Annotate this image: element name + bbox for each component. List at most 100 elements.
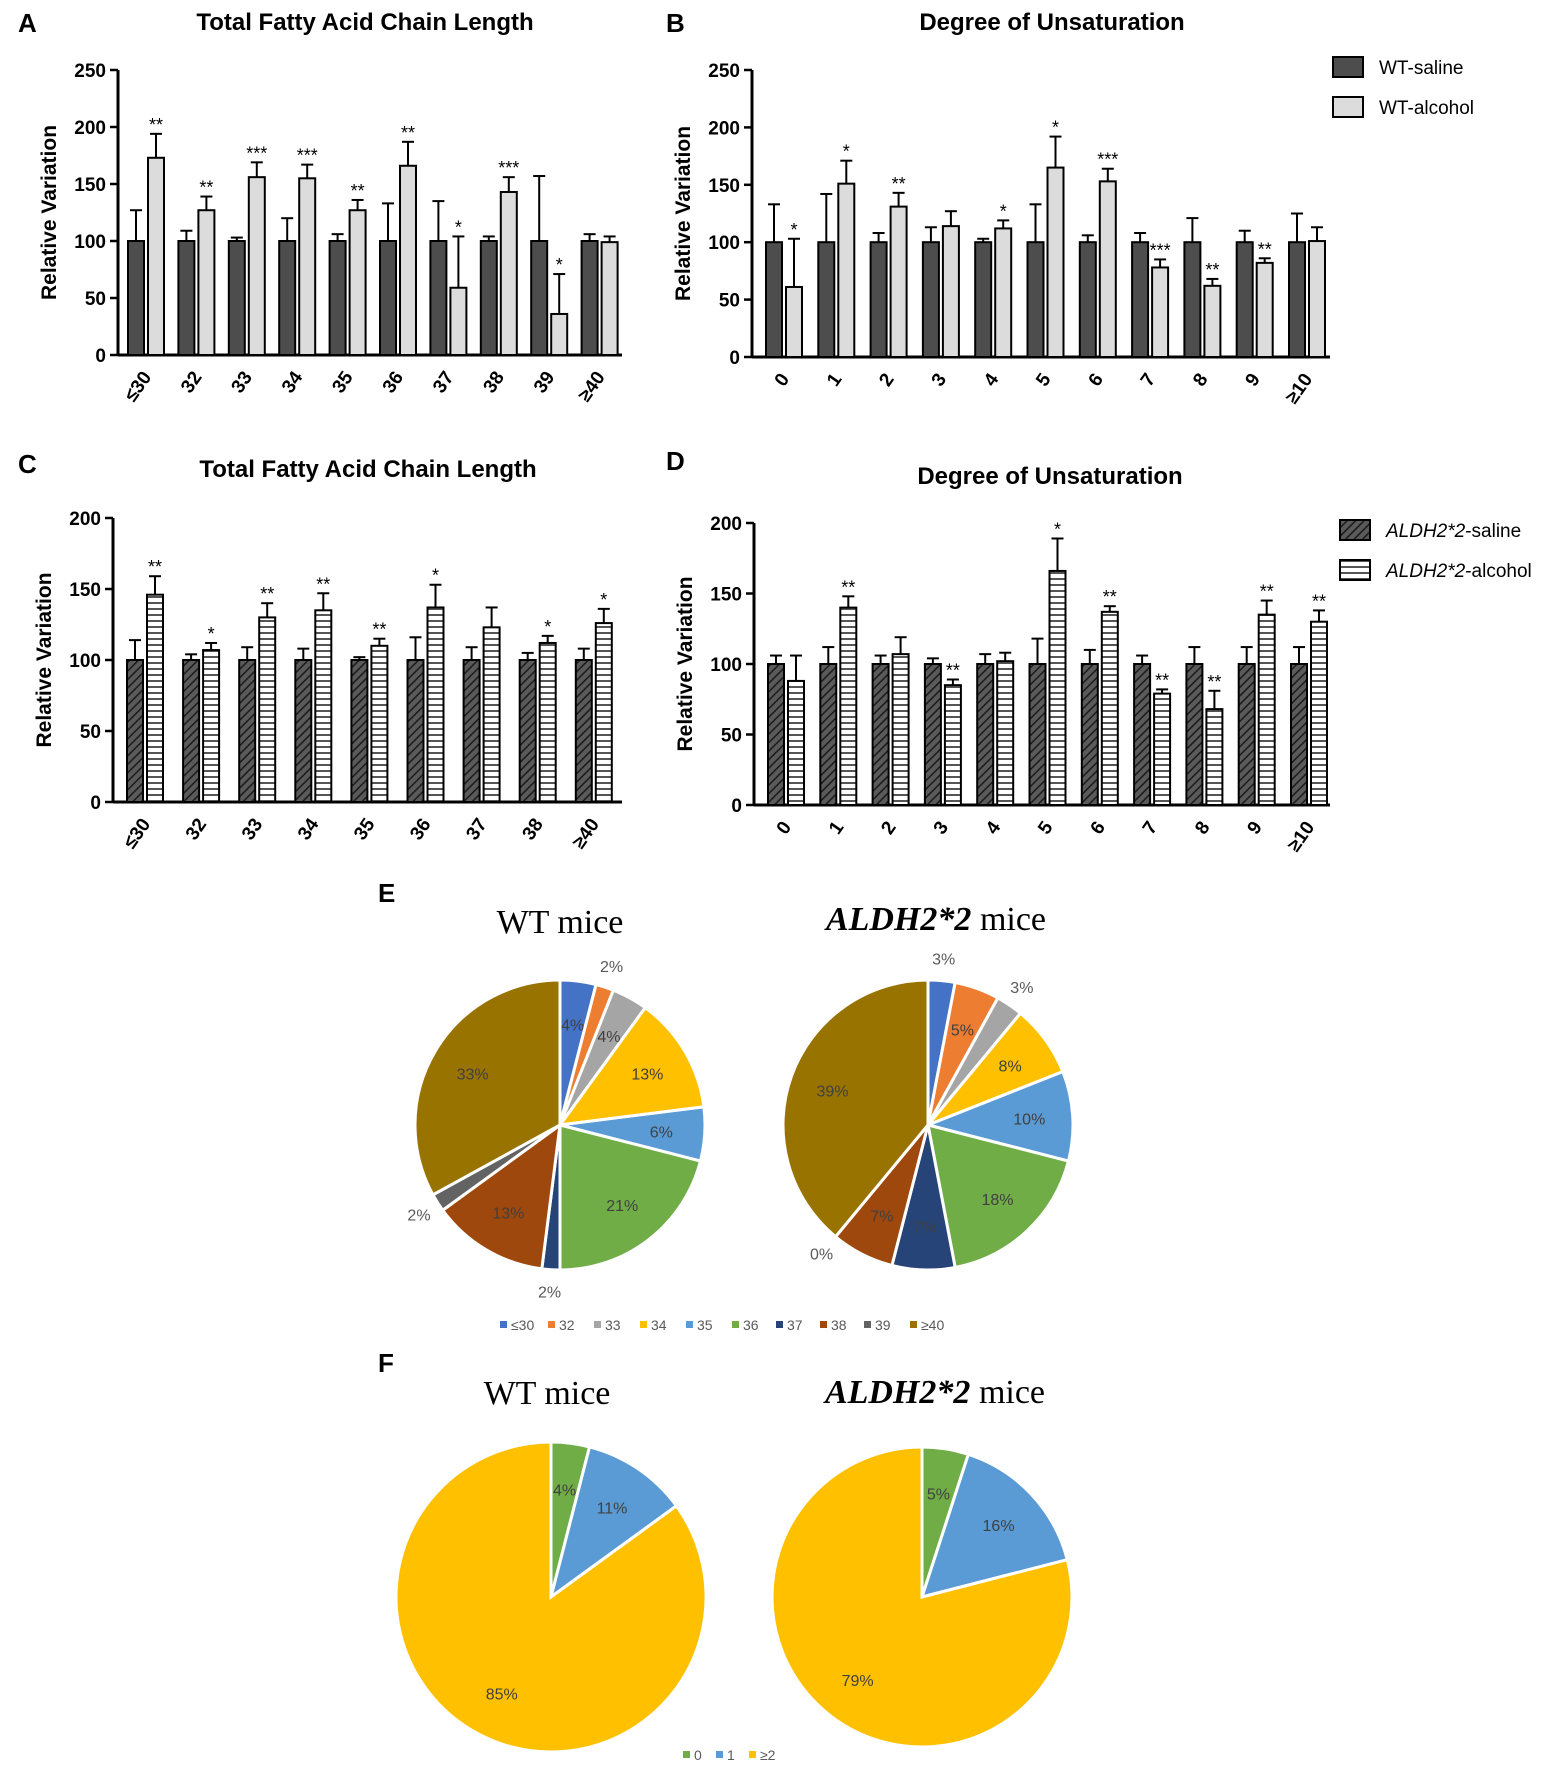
x-tick-label: ≥10 — [1282, 370, 1317, 408]
legend-swatch — [776, 1321, 783, 1328]
x-tick-label: 36 — [406, 815, 435, 844]
x-tick-label: 4 — [982, 817, 1006, 838]
significance-mark: ** — [1258, 239, 1272, 259]
bar-alcohol — [197, 209, 216, 356]
bar-alcohol — [1151, 266, 1170, 358]
x-tick-label: 1 — [823, 369, 847, 390]
significance-mark: * — [1054, 520, 1061, 540]
bar-saline — [976, 663, 995, 806]
significance-mark: * — [455, 217, 462, 237]
x-tick-label: 8 — [1189, 370, 1212, 391]
y-tick-label: 0 — [90, 793, 101, 814]
panel-letter: F — [378, 1348, 394, 1378]
bar-alcohol — [1048, 569, 1067, 806]
legend-label: 37 — [787, 1317, 803, 1333]
significance-mark: * — [843, 142, 850, 162]
bar-saline — [127, 240, 145, 356]
y-tick-label: 100 — [708, 233, 740, 254]
pie-slice-label: 33% — [457, 1066, 489, 1083]
pie-title: ALDH2*2 mice — [824, 901, 1046, 938]
bar-saline — [1131, 241, 1150, 358]
pie-slice — [926, 1122, 1071, 1270]
panel-A: A Total Fatty Acid Chain Length 0 50 100 150 2… — [18, 8, 622, 406]
significance-mark: ** — [260, 584, 274, 604]
bar-saline — [406, 659, 425, 803]
x-tick-label: 0 — [773, 818, 796, 839]
x-tick-label: 39 — [530, 368, 559, 397]
legend-swatch — [594, 1321, 601, 1328]
y-axis-label: Relative Variation — [674, 576, 697, 751]
legend-label: ≤30 — [511, 1317, 534, 1333]
significance-mark: *** — [1097, 150, 1118, 170]
bar-saline — [574, 659, 593, 803]
y-tick-label: 200 — [708, 118, 740, 139]
legend-swatch — [820, 1321, 827, 1328]
bar-saline — [1080, 663, 1099, 806]
bar-saline — [479, 240, 498, 356]
panel-letter: D — [666, 446, 685, 476]
bar-saline — [765, 241, 783, 358]
pie-slice-label: 5% — [951, 1023, 974, 1040]
chart-layer: A Total Fatty Acid Chain Length0501001502… — [18, 8, 1532, 1763]
significance-mark: ** — [401, 123, 415, 143]
legend-swatch — [640, 1321, 647, 1328]
significance-mark: ** — [1207, 672, 1221, 692]
x-tick-label: 0 — [771, 370, 794, 391]
y-tick-label: 100 — [69, 651, 101, 672]
pie-chart-aldh2: ALDH2*2 mice 5% 16% 79% — [770, 1374, 1074, 1749]
legend-swatch — [686, 1321, 693, 1328]
bar-saline — [182, 659, 201, 803]
significance-mark: * — [1000, 201, 1007, 221]
pie-slice-label: 21% — [606, 1198, 638, 1215]
bar-saline — [227, 240, 246, 356]
bar-saline — [238, 659, 257, 803]
y-tick-label: 50 — [80, 722, 101, 743]
pie-slice-label: 5% — [927, 1486, 950, 1503]
bar-alcohol — [996, 660, 1015, 806]
pie-slice — [919, 1452, 1070, 1600]
legend-label: 36 — [743, 1317, 759, 1333]
y-tick-label: 100 — [710, 655, 742, 676]
y-tick-label: 150 — [69, 580, 101, 601]
x-tick-label: 34 — [278, 367, 308, 397]
x-tick-label: 1 — [825, 817, 849, 838]
x-tick-label: 33 — [228, 368, 257, 397]
y-tick-label: 0 — [731, 796, 742, 817]
pie-chart-wt: WT mice 4% 2% 4% 13% 6% 21% 2% 13% 2% 33% — [407, 904, 707, 1302]
y-tick-label: 100 — [74, 232, 106, 253]
bar-alcohol — [839, 606, 858, 806]
y-tick-label: 50 — [721, 726, 742, 747]
chart-title: Degree of Unsaturation — [919, 9, 1184, 36]
pie-slice-label: 6% — [650, 1124, 673, 1141]
legend-swatch — [683, 1751, 690, 1758]
significance-mark: * — [1052, 118, 1059, 138]
bar-saline — [177, 240, 196, 356]
significance-mark: ** — [1205, 260, 1219, 280]
bar-alcohol — [600, 241, 619, 356]
x-tick-label: 5 — [1032, 369, 1056, 390]
pie-slice-label: 13% — [492, 1205, 524, 1222]
pie-slice-label: 85% — [486, 1687, 518, 1704]
bar-alcohol — [399, 164, 417, 356]
bar-saline — [1026, 241, 1045, 358]
x-tick-label: 9 — [1242, 370, 1265, 391]
pie-slice-label: 18% — [981, 1192, 1013, 1209]
y-tick-label: 200 — [74, 118, 106, 139]
panel-B: B Degree of Unsaturation050100150200250Re… — [666, 8, 1474, 408]
pie-slice-label: 7% — [913, 1219, 936, 1236]
pie-slice-label: 3% — [1010, 980, 1033, 997]
x-tick-label: 35 — [350, 814, 380, 844]
panel-E: E WT mice 4% 2% 4% 13% 6% 21% 2% 13% 2% 33% ALDH2*2 … — [378, 878, 1075, 1333]
bar-alcohol — [943, 684, 962, 807]
y-tick-label: 250 — [74, 61, 106, 82]
legend-swatch — [864, 1321, 871, 1328]
legend-label: 32 — [559, 1317, 575, 1333]
bar-alcohol — [426, 606, 445, 804]
legend-swatch — [1339, 559, 1371, 581]
bar-alcohol — [1257, 613, 1276, 807]
bar-alcohol — [1205, 708, 1224, 806]
legend-label: WT-alcohol — [1379, 98, 1474, 119]
panel-letter: B — [666, 8, 685, 38]
pie-slice-label: 10% — [1013, 1112, 1045, 1129]
bar-saline — [350, 659, 369, 803]
